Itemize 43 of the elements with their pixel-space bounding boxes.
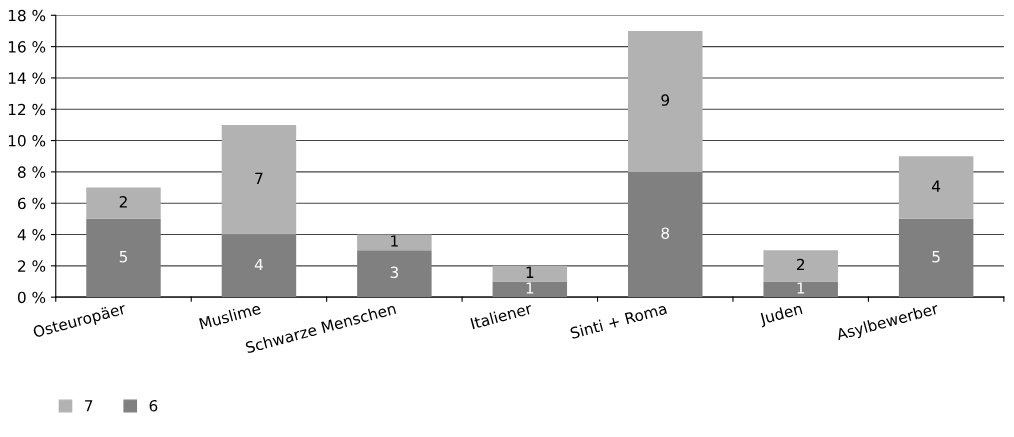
bar	[763, 250, 838, 282]
bar	[221, 124, 297, 235]
data-label: 5	[119, 251, 128, 263]
bar	[86, 187, 161, 219]
data-label: 5	[932, 251, 940, 263]
x-tick-label: Juden	[758, 302, 804, 328]
y-tick-label: 4 %	[17, 228, 46, 241]
bar	[357, 250, 432, 298]
bar	[898, 218, 974, 298]
bar	[357, 234, 432, 251]
legend-label: 6	[149, 399, 158, 412]
bar	[628, 30, 703, 172]
data-label: 8	[661, 227, 670, 239]
data-label: 3	[390, 266, 399, 279]
bar	[492, 265, 568, 282]
data-label: 1	[797, 282, 805, 294]
data-label: 4	[932, 180, 941, 192]
data-label: 1	[526, 266, 534, 278]
data-label: 9	[661, 94, 670, 106]
bar	[763, 281, 838, 298]
y-tick-label: 12 %	[8, 103, 46, 116]
data-label: 4	[254, 258, 263, 271]
data-label: 7	[255, 172, 263, 184]
y-tick-label: 18 %	[8, 9, 46, 22]
bar	[628, 171, 703, 298]
y-tick-label: 14 %	[8, 72, 46, 84]
bar	[86, 218, 161, 298]
bar	[492, 281, 568, 298]
x-tick-label: Sinti + Roma	[569, 302, 667, 340]
y-tick-label: 10 %	[8, 135, 46, 147]
data-label: 1	[526, 282, 534, 294]
x-tick-label: Italiener	[470, 302, 533, 330]
y-tick-label: 0 %	[17, 291, 46, 304]
y-tick-label: 16 %	[8, 41, 46, 53]
y-tick-label: 8 %	[17, 166, 46, 178]
bar	[221, 234, 297, 298]
y-tick-label: 2 %	[18, 260, 46, 272]
data-label: 2	[796, 258, 805, 271]
legend-label: 7	[85, 400, 93, 412]
bar	[898, 156, 974, 219]
data-label: 1	[391, 235, 398, 247]
y-tick-label: 6 %	[18, 197, 46, 210]
data-label: 2	[119, 196, 127, 208]
